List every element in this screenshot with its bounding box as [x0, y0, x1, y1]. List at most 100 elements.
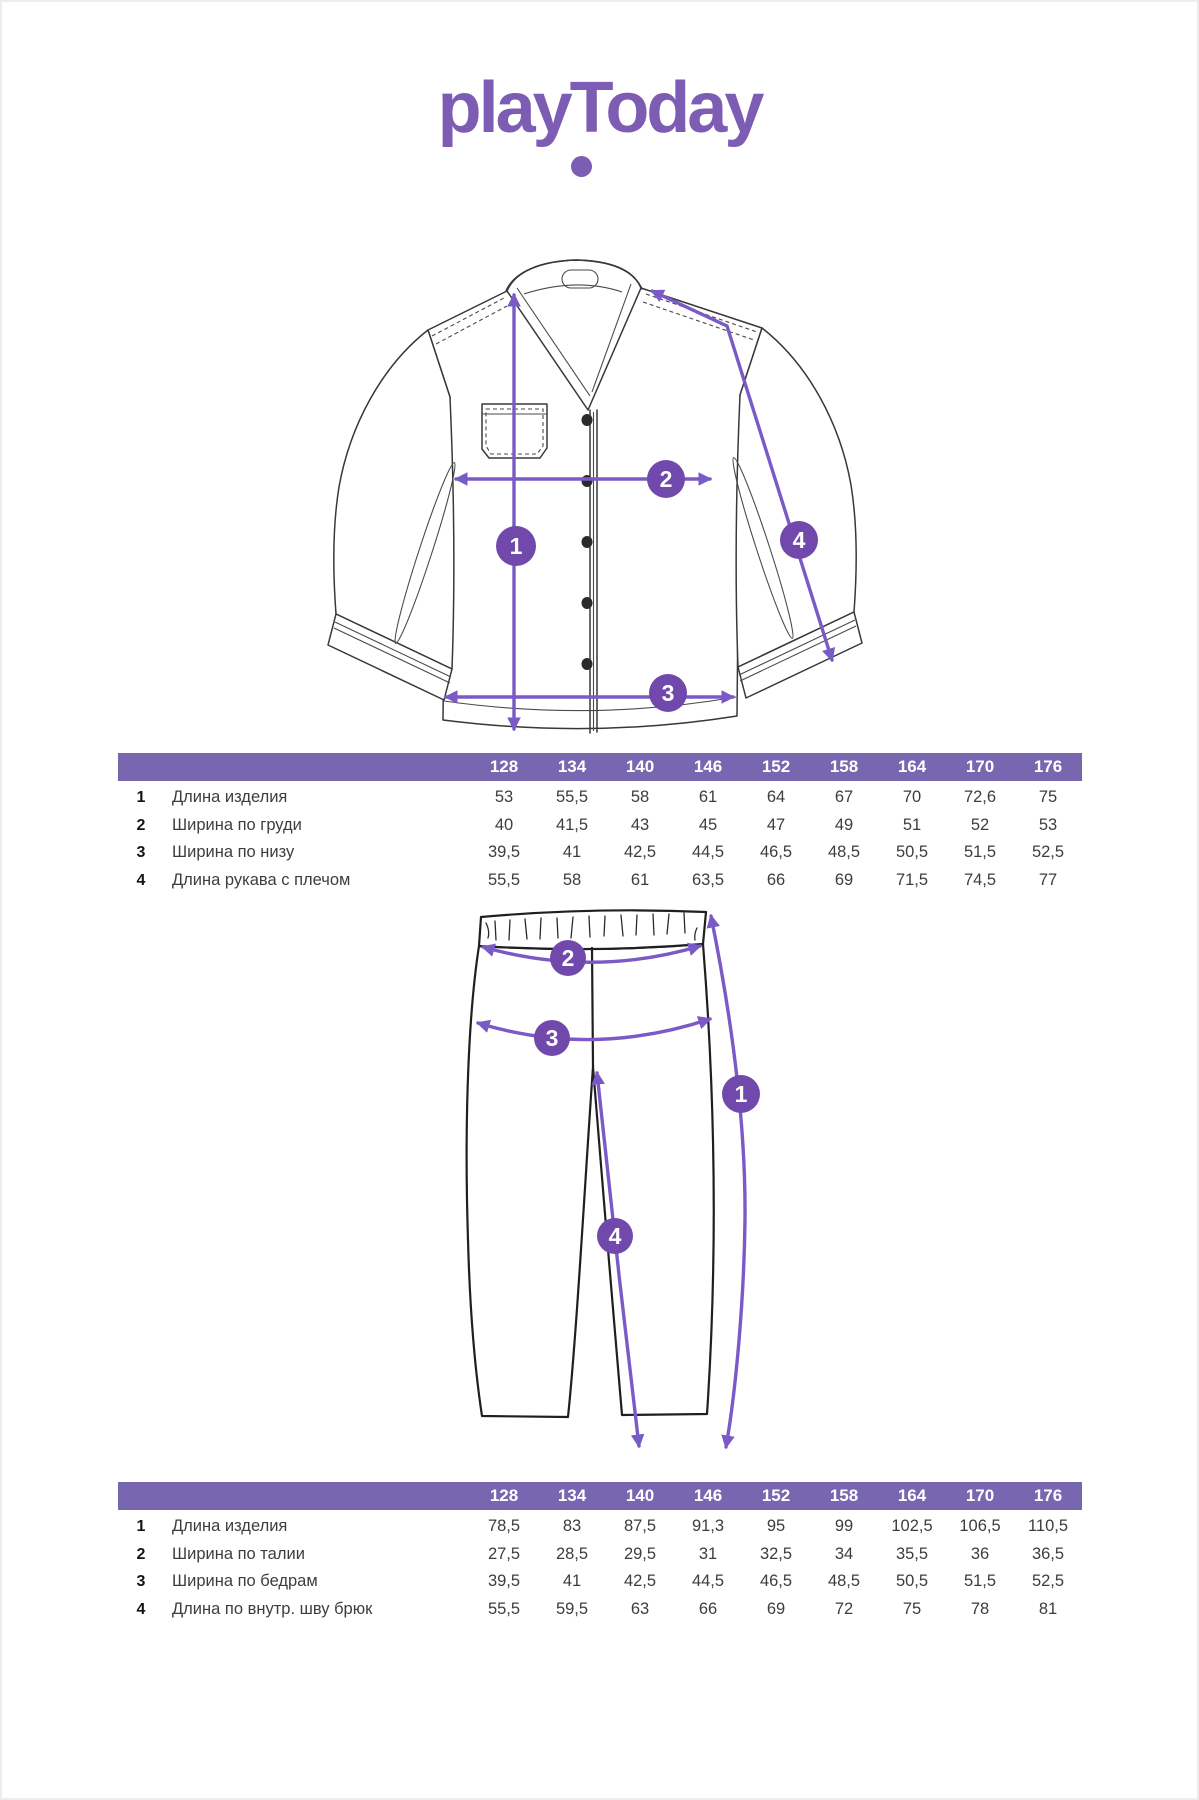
value-cell: 53: [1038, 815, 1058, 834]
value-cell: 41: [562, 1572, 582, 1590]
value-cell: 41: [562, 843, 582, 861]
size-header-cell: 128: [489, 1486, 519, 1505]
size-header-cell: 164: [897, 757, 927, 776]
value-cell: 77: [1038, 870, 1058, 889]
shirt-measure-length: 1: [496, 292, 536, 732]
size-header-cell: 164: [897, 1486, 927, 1505]
waistband-gathers: [485, 912, 698, 941]
shirt-measure-sleeve: 4: [650, 289, 836, 662]
row-label: Длина рукава с плечом: [172, 870, 351, 889]
value-cell: 61: [698, 788, 718, 806]
row-label: Длина по внутр. шву брюк: [172, 1599, 373, 1618]
shirt-body-outline: [427, 259, 763, 730]
value-cell: 99: [834, 1517, 854, 1535]
shirt-measure-bottom: 3: [443, 674, 736, 712]
value-cell: 55,5: [555, 788, 589, 806]
value-cell: 51,5: [963, 843, 997, 861]
value-cell: 63,5: [691, 870, 725, 889]
value-cell: 41,5: [555, 815, 589, 834]
size-header-cell: 152: [761, 757, 791, 776]
row-number: 4: [136, 1600, 146, 1618]
header-spacer: [118, 753, 470, 781]
value-cell: 63: [630, 1599, 650, 1618]
size-header-cell: 170: [965, 1486, 995, 1505]
marker-circle: [550, 940, 586, 976]
value-cell: 34: [834, 1544, 854, 1563]
row-number: 3: [136, 844, 146, 861]
value-cell: 58: [562, 870, 582, 889]
value-cell: 69: [766, 1599, 786, 1618]
value-cell: 47: [766, 815, 786, 834]
size-header-cell: 134: [557, 1486, 587, 1505]
value-cell: 48,5: [827, 1572, 861, 1590]
pants-diagram: 2 3 1 4: [465, 909, 760, 1450]
row-number: 1: [136, 789, 146, 806]
marker-circle: [496, 526, 536, 566]
value-cell: 46,5: [759, 843, 793, 861]
size-header-cell: 176: [1033, 1486, 1063, 1505]
table-row: 1 Длина изделия 53 55,5 58 61 64 67 70 72,6 75: [118, 784, 1082, 812]
value-cell: 27,5: [487, 1544, 521, 1563]
value-cell: 36: [970, 1544, 990, 1563]
value-cell: 28,5: [555, 1544, 589, 1563]
value-cell: 39,5: [487, 843, 521, 861]
value-cell: 44,5: [691, 1572, 725, 1590]
value-cell: 66: [698, 1599, 718, 1618]
value-cell: 51: [902, 815, 922, 834]
value-cell: 36,5: [1031, 1544, 1065, 1563]
measurement-marker-label: 4: [793, 527, 806, 553]
row-label: Ширина по бедрам: [172, 1572, 318, 1590]
measurement-marker-label: 4: [609, 1223, 622, 1249]
value-cell: 110,5: [1027, 1517, 1069, 1535]
table-row: 4 Длина рукава с плечом 55,5 58 61 63,5 66 69 71…: [118, 867, 1082, 895]
size-header-cell: 128: [489, 757, 519, 776]
table-row: 3 Ширина по низу 39,5 41 42,5 44,5 46,5 48,5 50,…: [118, 839, 1082, 867]
value-cell: 52,5: [1031, 1572, 1065, 1590]
value-cell: 78,5: [487, 1517, 521, 1535]
measurement-marker-label: 1: [735, 1081, 748, 1107]
table-header: 128 134 140 146 152 158 164 170 176: [118, 753, 1082, 781]
value-cell: 67: [834, 788, 854, 806]
value-cell: 59,5: [555, 1599, 589, 1618]
size-header-cell: 146: [693, 1486, 723, 1505]
value-cell: 50,5: [895, 843, 929, 861]
value-cell: 83: [562, 1517, 582, 1535]
value-cell: 78: [970, 1599, 990, 1618]
value-cell: 70: [902, 788, 922, 806]
value-cell: 71,5: [895, 870, 929, 889]
size-header-cell: 140: [625, 757, 655, 776]
size-header-cell: 146: [693, 757, 723, 776]
row-label: Ширина по низу: [172, 843, 295, 861]
value-cell: 106,5: [959, 1517, 1001, 1535]
value-cell: 102,5: [891, 1517, 933, 1535]
shirt-size-table: 128 134 140 146 152 158 164 170 176 1 Длина издел…: [118, 753, 1082, 894]
table-body: 1 Длина изделия 78,5 83 87,5 91,3 95 99 102,5 106…: [118, 1513, 1082, 1623]
marker-circle: [780, 521, 818, 559]
value-cell: 66: [766, 870, 786, 889]
marker-circle: [534, 1020, 570, 1056]
row-number: 2: [136, 816, 146, 834]
value-cell: 48,5: [827, 843, 861, 861]
shirt-left-sleeve: [332, 329, 455, 670]
value-cell: 31: [698, 1544, 718, 1563]
pants-measure-hips: 3: [476, 1016, 712, 1056]
value-cell: 53: [494, 788, 514, 806]
table-row: 3 Ширина по бедрам 39,5 41 42,5 44,5 46,5 48,5 5…: [118, 1568, 1082, 1596]
value-cell: 32,5: [759, 1544, 793, 1563]
size-header-cell: 134: [557, 757, 587, 776]
row-number: 1: [136, 1518, 146, 1535]
pants-size-table: 128 134 140 146 152 158 164 170 176 1 Длина издел…: [118, 1482, 1082, 1623]
marker-circle: [649, 674, 687, 712]
table-row: 1 Длина изделия 78,5 83 87,5 91,3 95 99 102,5 106…: [118, 1513, 1082, 1541]
value-cell: 91,3: [691, 1517, 725, 1535]
measurement-marker-label: 3: [662, 680, 675, 706]
size-header-cell: 158: [829, 1486, 859, 1505]
size-header-cell: 152: [761, 1486, 791, 1505]
value-cell: 72: [834, 1599, 854, 1618]
value-cell: 44,5: [691, 843, 725, 861]
pants-measure-waist: 2: [481, 940, 702, 976]
value-cell: 75: [1038, 788, 1058, 806]
header-spacer: [118, 1482, 470, 1510]
pants-outline: [465, 942, 715, 1419]
